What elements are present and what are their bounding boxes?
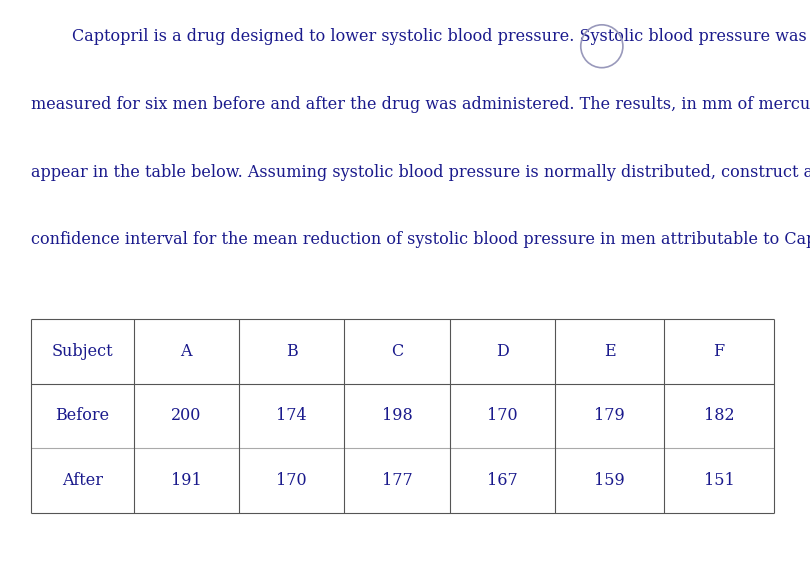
- Text: 200: 200: [171, 407, 202, 425]
- Text: 159: 159: [595, 472, 625, 490]
- Text: Before: Before: [55, 407, 109, 425]
- Text: F: F: [714, 342, 724, 360]
- Text: 170: 170: [487, 407, 518, 425]
- Text: Subject: Subject: [51, 342, 113, 360]
- Text: 198: 198: [382, 407, 412, 425]
- Text: Captopril is a drug designed to lower systolic blood pressure. Systolic blood pr: Captopril is a drug designed to lower sy…: [31, 28, 807, 45]
- Text: measured for six men before and after the drug was administered. The results, in: measured for six men before and after th…: [31, 96, 810, 113]
- Text: B: B: [286, 342, 297, 360]
- Text: confidence interval for the mean reduction of systolic blood pressure in men att: confidence interval for the mean reducti…: [31, 231, 810, 248]
- Text: appear in the table below. Assuming systolic blood pressure is normally distribu: appear in the table below. Assuming syst…: [31, 164, 810, 180]
- Text: 170: 170: [276, 472, 307, 490]
- Text: C: C: [390, 342, 403, 360]
- Text: 179: 179: [595, 407, 625, 425]
- Text: E: E: [603, 342, 616, 360]
- Text: After: After: [62, 472, 103, 490]
- Text: 182: 182: [704, 407, 734, 425]
- Text: 174: 174: [276, 407, 307, 425]
- Text: 177: 177: [382, 472, 412, 490]
- Text: A: A: [181, 342, 192, 360]
- Text: 151: 151: [704, 472, 734, 490]
- Text: 191: 191: [171, 472, 202, 490]
- Text: 167: 167: [487, 472, 518, 490]
- Text: D: D: [496, 342, 509, 360]
